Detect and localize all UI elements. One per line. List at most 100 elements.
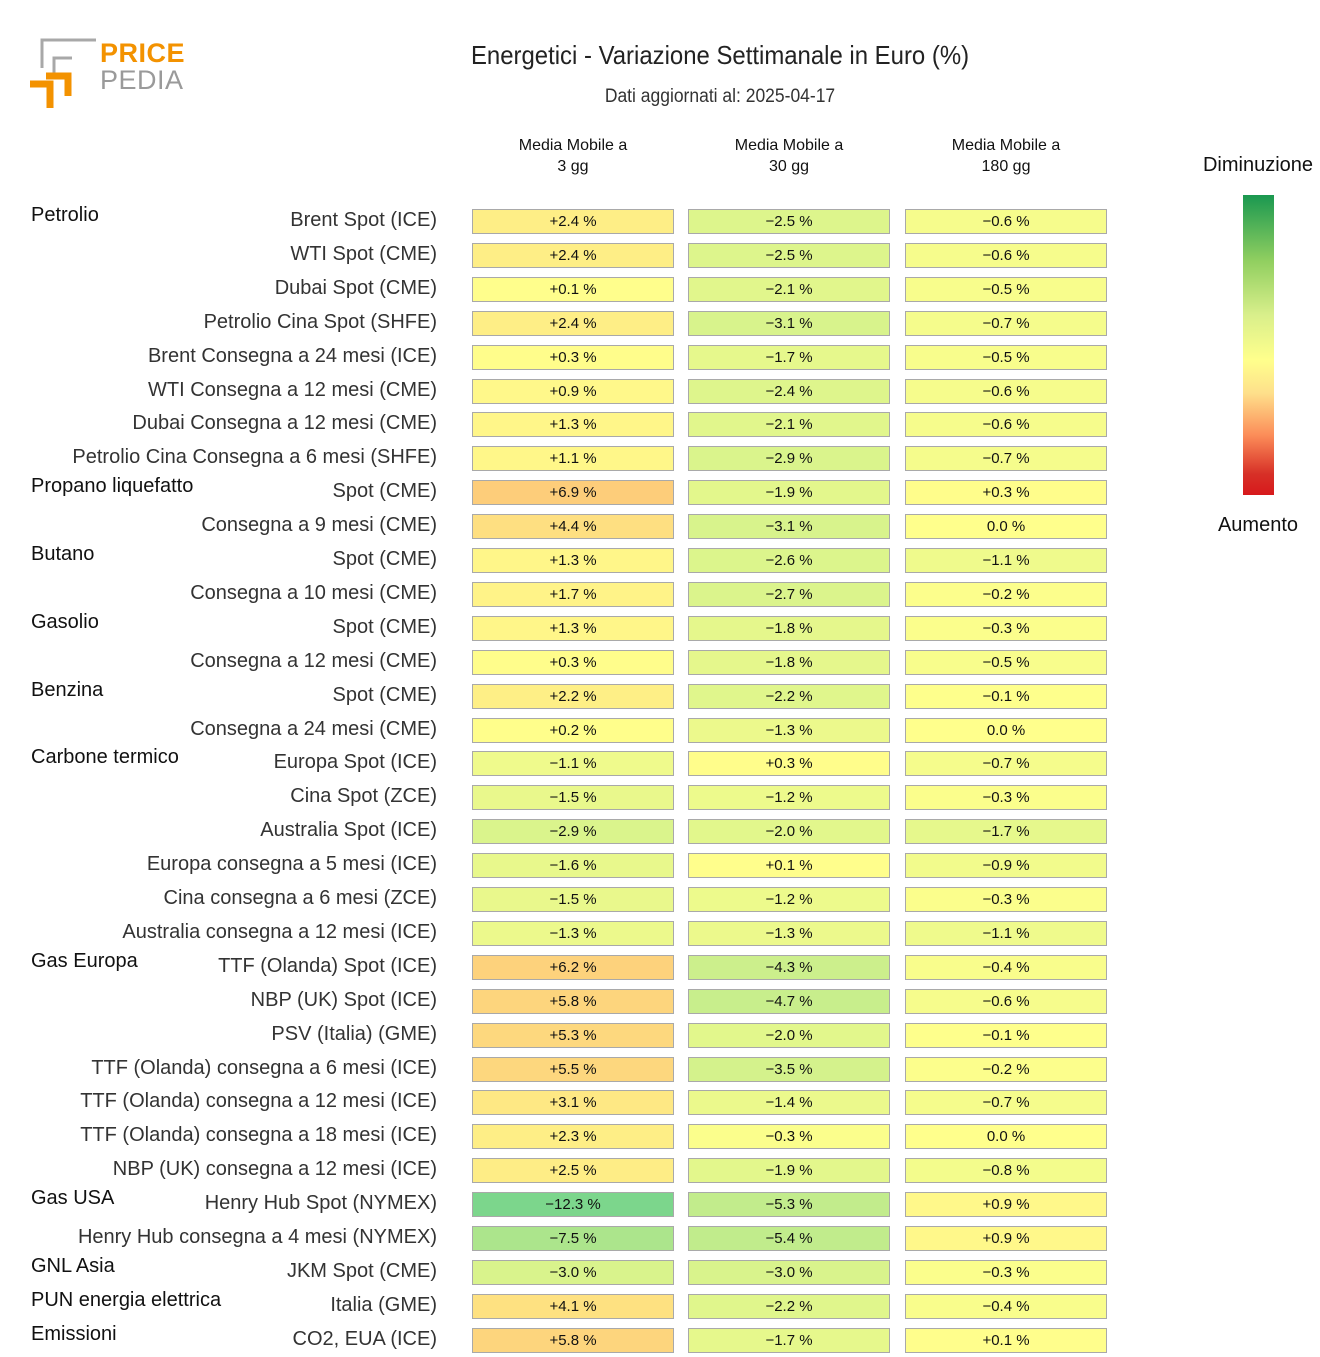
heatmap-cell: −2.9 % (688, 446, 890, 472)
heatmap-cell: −2.5 % (688, 209, 890, 234)
heatmap-cell: −2.0 % (688, 1022, 890, 1048)
heatmap-cell: −5.3 % (688, 1192, 890, 1218)
heatmap-cell: −0.3 % (905, 887, 1107, 912)
heatmap-cell: +1.1 % (472, 446, 674, 472)
heatmap-cell: −0.4 % (905, 1293, 1107, 1319)
logo-text-price: PRICE (100, 38, 186, 68)
heatmap-cell: −1.3 % (688, 920, 890, 946)
heatmap-cell: +5.5 % (472, 1056, 674, 1082)
heatmap-cell: +5.8 % (472, 988, 674, 1014)
heatmap-cell: +0.9 % (905, 1226, 1107, 1251)
heatmap-cell: +1.7 % (472, 581, 674, 607)
row-label: Spot (CME) (332, 480, 437, 503)
heatmap-cell: −0.3 % (905, 1259, 1107, 1285)
heatmap-cell: −1.7 % (688, 344, 890, 370)
heatmap-cell: 0.0 % (905, 1124, 1107, 1150)
heatmap-cell: −1.7 % (905, 819, 1107, 845)
row-label: Dubai Spot (CME) (274, 276, 437, 299)
heatmap-cell: −1.1 % (905, 548, 1107, 573)
heatmap-cell: −1.9 % (688, 480, 890, 506)
group-label: Carbone termico (31, 746, 179, 769)
heatmap-cell: +0.3 % (905, 480, 1107, 506)
heatmap-cell: +1.3 % (472, 615, 674, 641)
heatmap-cell: +5.8 % (472, 1327, 674, 1353)
heatmap-cell: +5.3 % (472, 1022, 674, 1048)
heatmap-cell: 0.0 % (905, 514, 1107, 540)
row-label: Australia Spot (ICE) (260, 819, 437, 842)
group-label: Gas Europa (31, 949, 138, 972)
heatmap-cell: −1.1 % (472, 751, 674, 777)
group-label: Benzina (31, 678, 104, 701)
logo-mark-icon (30, 38, 96, 108)
heatmap-cell: −1.7 % (688, 1327, 890, 1353)
heatmap-cell: +2.4 % (472, 310, 674, 336)
heatmap-cell: −0.3 % (905, 615, 1107, 641)
row-label: TTF (Olanda) consegna a 12 mesi (ICE) (80, 1090, 437, 1113)
heatmap-cell: −2.5 % (688, 242, 890, 268)
heatmap-cell: −0.6 % (905, 378, 1107, 404)
heatmap-cell: +0.3 % (472, 649, 674, 675)
heatmap-cell: 0.0 % (905, 717, 1107, 743)
heatmap-cell: −1.8 % (688, 615, 890, 641)
heatmap-cell: −0.7 % (905, 1090, 1107, 1116)
chart-subtitle: Dati aggiornati al: 2025-04-17 (604, 86, 836, 107)
heatmap-cell: +6.9 % (472, 480, 674, 506)
group-label: Gasolio (31, 610, 99, 633)
row-label: Europa Spot (ICE) (273, 751, 437, 774)
row-label: TTF (Olanda) Spot (ICE) (218, 954, 437, 977)
row-label: WTI Spot (CME) (290, 242, 437, 265)
heatmap-cell: +6.2 % (472, 954, 674, 980)
heatmap-cell: +1.3 % (472, 548, 674, 573)
group-label: Emissioni (31, 1322, 117, 1345)
row-label: Consegna a 24 mesi (CME) (190, 717, 437, 740)
heatmap-cell: −3.0 % (472, 1259, 674, 1285)
heatmap-cell: +2.4 % (472, 209, 674, 234)
heatmap-cell: −1.6 % (472, 853, 674, 879)
heatmap-cell: −0.2 % (905, 1056, 1107, 1082)
row-label: CO2, EUA (ICE) (292, 1327, 437, 1350)
row-label: Petrolio Cina Spot (SHFE) (203, 310, 437, 333)
heatmap-cell: −3.1 % (688, 514, 890, 540)
row-label: NBP (UK) Spot (ICE) (250, 988, 437, 1011)
heatmap-cell: −2.1 % (688, 276, 890, 302)
heatmap-cell: −0.5 % (905, 344, 1107, 370)
group-label: Petrolio (31, 204, 99, 226)
heatmap-cell: +0.9 % (472, 378, 674, 404)
row-label: Consegna a 9 mesi (CME) (201, 514, 437, 537)
row-label: Spot (CME) (332, 615, 437, 638)
heatmap-cell: −0.3 % (688, 1124, 890, 1150)
row-label: Henry Hub Spot (NYMEX) (204, 1192, 437, 1215)
heatmap-cell: +2.5 % (472, 1158, 674, 1184)
heatmap-cell: −0.6 % (905, 209, 1107, 234)
group-label: PUN energia elettrica (31, 1288, 222, 1311)
row-label: NBP (UK) consegna a 12 mesi (ICE) (112, 1158, 437, 1181)
legend-color-bar (1243, 195, 1274, 495)
heatmap-cell: +2.3 % (472, 1124, 674, 1150)
logo-text-pedia: PEDIA (100, 65, 184, 95)
heatmap-cell: −2.7 % (688, 581, 890, 607)
row-label: Spot (CME) (332, 548, 437, 570)
row-label: TTF (Olanda) consegna a 18 mesi (ICE) (80, 1124, 437, 1147)
heatmap-cell: −1.3 % (472, 920, 674, 946)
heatmap-cell: −0.7 % (905, 446, 1107, 472)
heatmap-cell: −12.3 % (472, 1192, 674, 1218)
heatmap-cell: +0.1 % (905, 1327, 1107, 1353)
heatmap-cell: −1.2 % (688, 887, 890, 912)
heatmap-cell: −0.2 % (905, 581, 1107, 607)
heatmap-cell: −0.5 % (905, 276, 1107, 302)
legend-label-top: Diminuzione (1202, 154, 1314, 176)
heatmap-cell: −0.6 % (905, 988, 1107, 1014)
heatmap-cell: −1.5 % (472, 785, 674, 811)
heatmap-cell: +1.3 % (472, 412, 674, 438)
heatmap-cell: −0.1 % (905, 1022, 1107, 1048)
heatmap-cell: +0.1 % (688, 853, 890, 879)
heatmap-cell: −2.4 % (688, 378, 890, 404)
row-label: Italia (GME) (330, 1293, 437, 1316)
heatmap-cell: +0.9 % (905, 1192, 1107, 1218)
row-label: TTF (Olanda) consegna a 6 mesi (ICE) (91, 1056, 437, 1079)
row-label: Consegna a 10 mesi (CME) (190, 581, 437, 604)
heatmap-cell: −4.3 % (688, 954, 890, 980)
row-label: Cina consegna a 6 mesi (ZCE) (163, 887, 437, 909)
group-label: Butano (31, 543, 95, 565)
heatmap-cell: −0.7 % (905, 310, 1107, 336)
